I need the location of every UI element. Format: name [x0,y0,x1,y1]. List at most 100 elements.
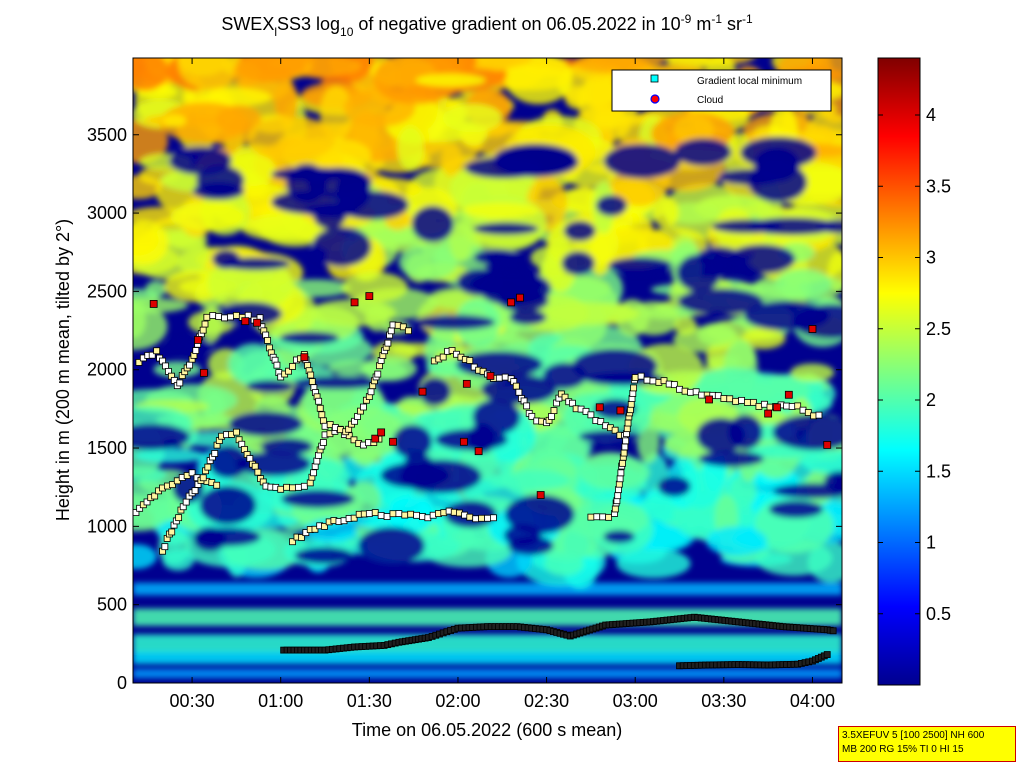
gradient-minimum-point [439,353,447,361]
gradient-minimum-point [561,393,569,401]
heat-cell [177,58,242,90]
gradient-minimum-point [151,492,159,500]
cloud-point [365,292,374,300]
x-tick-label: 02:00 [435,691,480,711]
heat-gap [293,375,382,390]
heat-gap [357,526,425,565]
legend-marker-cloud [650,94,660,104]
gradient-minimum-point [251,462,259,470]
gradient-minimum-point [399,323,407,331]
heat-gap [281,489,355,509]
gradient-minimum-point [698,391,706,399]
heat-cell [162,548,195,571]
heat-gap [740,136,817,169]
gradient-minimum-point [136,504,144,512]
heat-gap [504,494,575,534]
gradient-minimum-point [310,469,317,477]
gradient-minimum-point [681,387,689,395]
cloud-point [350,298,359,307]
colorbar-tick-label: 0.5 [926,604,951,624]
x-tick-label: 00:30 [170,691,215,711]
heat-cell [673,114,714,145]
gradient-minimum-point [501,373,509,381]
heat-gap [718,168,784,186]
heat-gap [392,424,433,459]
heat-cell [674,316,697,336]
gradient-minimum-point [550,407,558,414]
y-axis-label: Height in m (200 m mean, tilted by 2°) [53,219,73,521]
cloud-point [773,403,781,412]
gradient-minimum-point [350,436,358,444]
gradient-minimum-point [135,359,143,366]
gradient-minimum-point [548,413,555,420]
gradient-minimum-point [311,525,319,533]
gradient-minimum-point [133,509,140,516]
cloud-point [377,428,386,437]
gradient-minimum-point [297,534,305,541]
gradient-minimum-point [466,513,474,521]
heat-gap [228,411,304,437]
gradient-minimum-point [350,514,358,522]
gradient-minimum-point [582,407,590,415]
heat-cell [397,126,425,171]
gradient-minimum-point [186,361,194,369]
heat-gap [768,500,824,519]
gradient-minimum-point [175,514,183,522]
gradient-minimum-point [587,411,595,419]
gradient-minimum-point [597,418,605,425]
gradient-minimum-point [188,469,196,477]
heat-gap [772,483,842,499]
gradient-minimum-point [643,376,651,384]
colorbar-tick-label: 1.5 [926,461,951,481]
gradient-minimum-point [744,399,751,406]
gradient-minimum-point [630,384,638,392]
gradient-minimum-point [631,374,639,381]
heat-cell [543,238,578,292]
colorbar-tick-label: 2.5 [926,319,951,339]
heat-gap [772,414,842,451]
heat-gap [674,138,732,166]
gradient-minimum-point [289,538,296,546]
heat-gap [199,485,257,525]
chart-title: SWEXlSS3 log10 of negative gradient on 0… [221,12,753,39]
heat-cell [790,363,835,382]
heat-cell [652,196,679,229]
cloud-point [784,390,793,399]
gradient-minimum-point [755,402,763,410]
heat-cell [680,469,721,509]
heat-cell [440,142,463,177]
heat-gap [677,288,764,315]
gradient-minimum-point [515,388,523,396]
heat-cell [134,448,205,463]
cloud-point [300,353,309,362]
heat-cell [578,454,651,490]
gradient-minimum-point [273,361,281,369]
parameter-line: 3.5XEFUV 5 [100 2500] NH 600 [842,730,985,741]
heat-gap [578,430,641,444]
heat-gap [271,190,354,215]
x-tick-label: 04:00 [790,691,835,711]
y-tick-label: 2500 [87,281,127,301]
heat-cell [442,103,503,133]
plot-frame [132,57,843,684]
cloud-point [595,403,604,412]
colorbar-tick-label: 3 [926,248,936,268]
heat-gap [271,167,349,182]
y-tick-label: 2000 [87,360,127,380]
heat-cell [801,450,842,475]
heat-cell [346,481,381,516]
gradient-minimum-point [306,479,314,487]
heat-gap [561,251,596,276]
heat-gap [595,194,628,217]
heat-cell [133,480,181,528]
gradient-minimum-point [153,347,161,355]
colorbar-tick-label: 1 [926,533,936,553]
x-tick-label: 03:00 [613,691,658,711]
gradient-minimum-point [720,395,728,402]
heat-gap [212,249,241,270]
heat-gap [748,217,836,236]
heat-gap [413,314,496,331]
gradient-minimum-layer [133,311,837,670]
gradient-minimum-point [749,398,757,406]
